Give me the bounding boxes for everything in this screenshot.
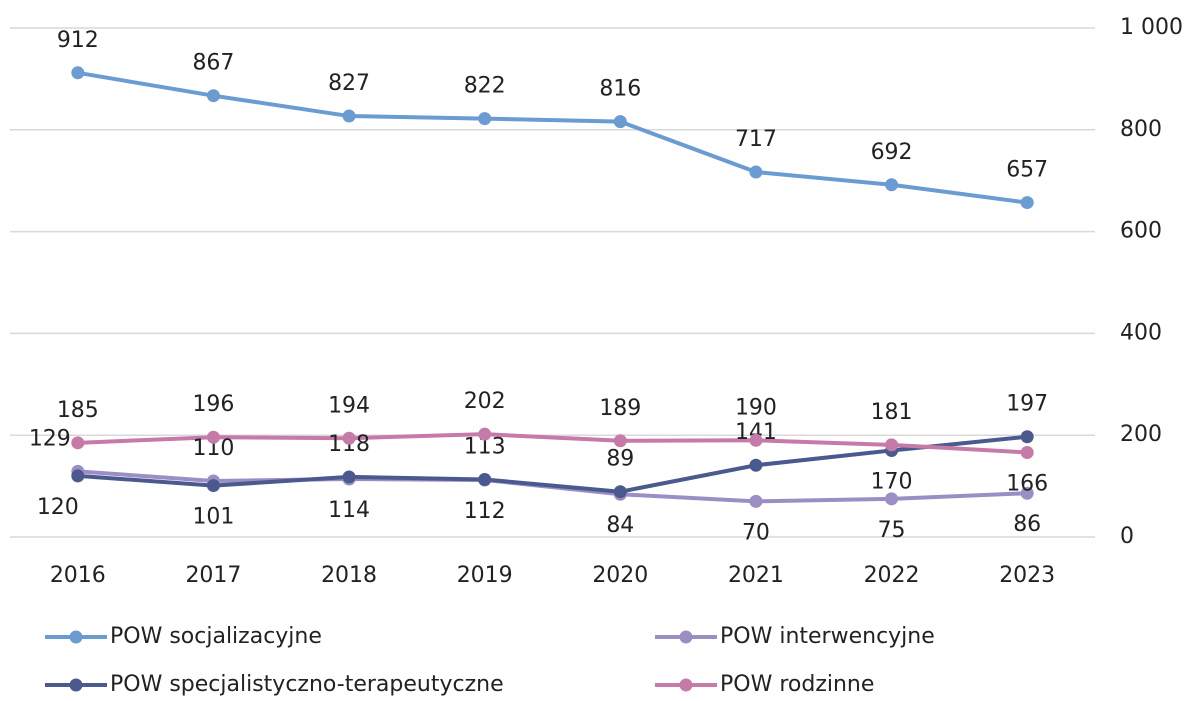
x-tick-label: 2021 — [728, 563, 784, 588]
data-point — [885, 178, 899, 192]
data-point — [613, 434, 627, 448]
data-point — [206, 430, 220, 444]
x-tick-label: 2019 — [457, 563, 513, 588]
data-label: 114 — [328, 498, 370, 523]
data-label: 101 — [192, 505, 234, 530]
data-point — [1020, 196, 1034, 210]
data-point — [71, 469, 85, 483]
data-label: 189 — [599, 396, 641, 421]
data-label: 867 — [192, 51, 234, 76]
data-label: 86 — [1013, 512, 1041, 537]
y-tick-label: 200 — [1120, 422, 1162, 447]
data-label: 912 — [57, 28, 99, 53]
data-point — [71, 436, 85, 450]
legend-marker — [69, 630, 83, 644]
data-label: 692 — [871, 140, 913, 165]
legend-marker — [69, 678, 83, 692]
data-label: 75 — [878, 518, 906, 543]
data-label: 84 — [606, 513, 634, 538]
x-tick-label: 2023 — [999, 563, 1055, 588]
data-label: 816 — [599, 77, 641, 102]
data-label: 717 — [735, 127, 777, 152]
data-point — [342, 470, 356, 484]
data-label: 196 — [192, 392, 234, 417]
y-tick-label: 400 — [1120, 320, 1162, 345]
y-tick-label: 1 000 — [1120, 15, 1183, 40]
data-label: 202 — [464, 389, 506, 414]
series-line — [77, 70, 1028, 205]
data-label: 827 — [328, 71, 370, 96]
data-point — [749, 494, 763, 508]
x-tick-label: 2018 — [321, 563, 377, 588]
data-point — [1020, 430, 1034, 444]
legend-label: POW interwencyjne — [720, 624, 935, 649]
legend-label: POW socjalizacyjne — [110, 624, 322, 649]
data-point — [206, 89, 220, 103]
data-label: 112 — [464, 499, 506, 524]
data-label: 657 — [1006, 158, 1048, 183]
data-label: 181 — [871, 400, 913, 425]
legend-marker — [679, 630, 693, 644]
data-label: 190 — [735, 395, 777, 420]
data-point — [1020, 446, 1034, 460]
data-label: 194 — [328, 393, 370, 418]
x-tick-label: 2017 — [185, 563, 241, 588]
y-tick-label: 0 — [1120, 524, 1134, 549]
data-label: 170 — [871, 469, 913, 494]
data-label: 822 — [464, 74, 506, 99]
data-label: 70 — [742, 520, 770, 545]
data-point — [478, 427, 492, 441]
data-point — [749, 458, 763, 472]
y-tick-label: 600 — [1120, 219, 1162, 244]
data-point — [749, 165, 763, 179]
data-point — [1020, 486, 1034, 500]
data-label: 185 — [57, 398, 99, 423]
data-label: 89 — [606, 447, 634, 472]
data-point — [885, 492, 899, 506]
data-point — [749, 433, 763, 447]
series-line — [77, 434, 1028, 494]
data-label: 129 — [29, 426, 71, 451]
data-label: 197 — [1006, 392, 1048, 417]
data-point — [478, 112, 492, 126]
data-point — [885, 438, 899, 452]
legend-label: POW rodzinne — [720, 672, 874, 697]
legend-marker — [679, 678, 693, 692]
data-point — [71, 66, 85, 80]
x-tick-label: 2022 — [864, 563, 920, 588]
data-point — [206, 479, 220, 493]
x-tick-label: 2020 — [592, 563, 648, 588]
data-point — [342, 431, 356, 445]
data-label: 120 — [37, 495, 79, 520]
data-point — [342, 109, 356, 123]
data-point — [613, 115, 627, 129]
data-point — [613, 485, 627, 499]
legend-label: POW specjalistyczno-terapeutyczne — [110, 672, 504, 697]
data-point — [478, 472, 492, 486]
series-line — [77, 432, 1028, 455]
x-tick-label: 2016 — [50, 563, 106, 588]
y-tick-label: 800 — [1120, 117, 1162, 142]
data-label: 166 — [1006, 472, 1048, 497]
